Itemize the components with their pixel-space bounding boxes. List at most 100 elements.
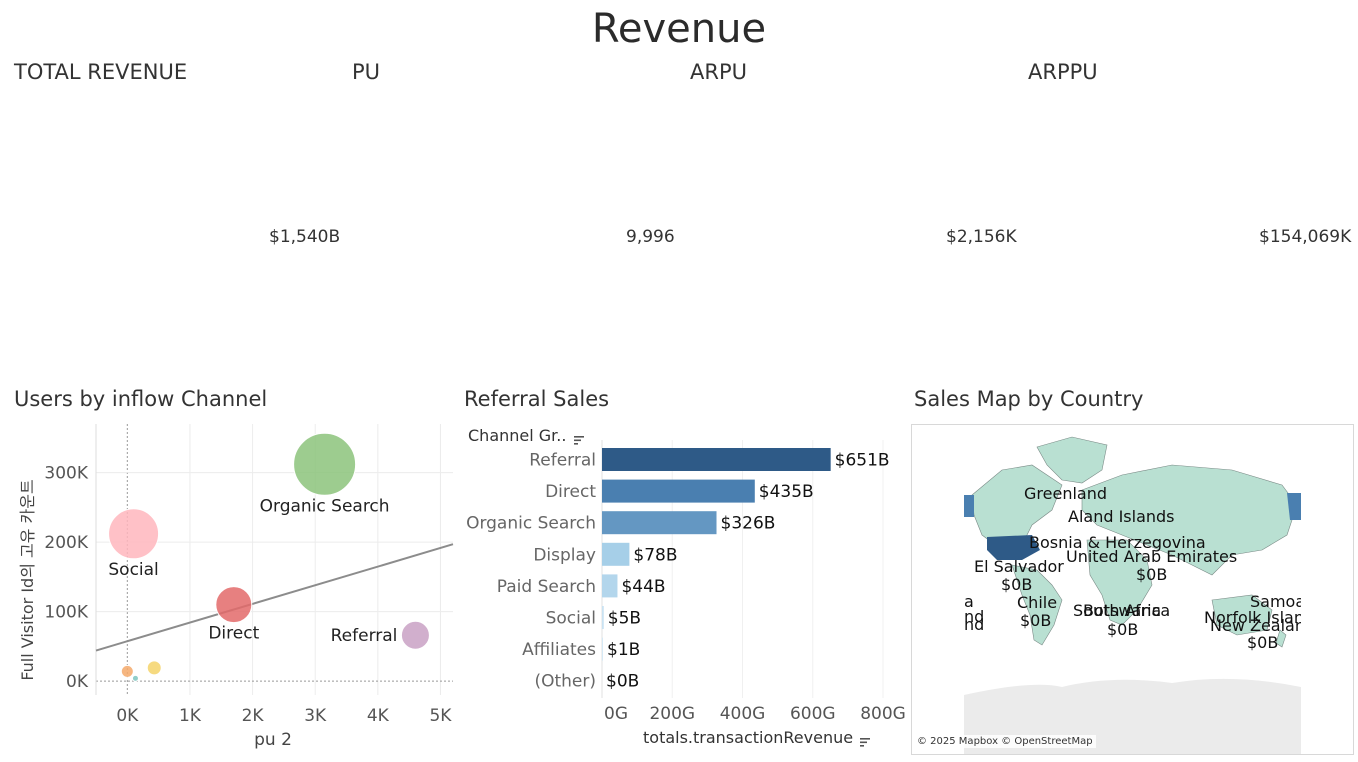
east-russia-shape[interactable] xyxy=(1287,493,1301,520)
scatter-trend-line[interactable] xyxy=(95,543,454,652)
kpi-value-total-revenue[interactable]: $1,540B xyxy=(269,227,341,247)
map-label-edge-nd-2: nd xyxy=(964,615,984,634)
scatter-point-labels: Organic Search Social Direct Referral xyxy=(108,496,397,646)
south-america-shape[interactable] xyxy=(1011,564,1063,646)
map-label-chile-value: $0B xyxy=(1020,611,1051,630)
bar-affiliates[interactable] xyxy=(602,637,603,661)
map-label-chile: Chile xyxy=(1017,593,1057,612)
bar-referral[interactable] xyxy=(602,448,831,471)
bar-category-referral: Referral xyxy=(529,451,596,471)
kpi-value-pu[interactable]: 9,996 xyxy=(626,227,675,247)
bar-value-label: $5B xyxy=(608,609,641,629)
bar-x-tick-label: 400G xyxy=(720,704,766,724)
map-label-aland: Aland Islands xyxy=(1068,507,1175,526)
sort-icon[interactable] xyxy=(573,430,584,445)
kpi-value-arppu[interactable]: $154,069K xyxy=(1259,227,1352,247)
map-label-samoa: Samoa xyxy=(1250,592,1305,611)
scatter-grid xyxy=(95,424,453,695)
dashboard-title: Revenue xyxy=(591,6,767,52)
map-label-bosnia: Bosnia & Herzegovina xyxy=(1029,533,1206,552)
scatter-x-axis-label: pu 2 xyxy=(254,730,292,750)
map-attribution[interactable]: © 2025 Mapbox © OpenStreetMap xyxy=(914,735,1096,748)
africa-shape[interactable] xyxy=(1086,539,1153,626)
bar-x-tick-label: 800G xyxy=(860,704,906,724)
bar-direct[interactable] xyxy=(602,479,755,503)
kpi-label-pu: PU xyxy=(352,60,381,84)
bar-value-label: $0B xyxy=(606,672,639,692)
bar-category-other: (Other) xyxy=(534,672,596,692)
bar-value-label: $1B xyxy=(607,640,640,660)
map-label-uae-value: $0B xyxy=(1136,565,1167,584)
new-zealand-shape[interactable] xyxy=(1275,629,1287,648)
bar-category-direct: Direct xyxy=(545,482,596,502)
scatter-points[interactable] xyxy=(108,432,430,682)
north-america-shape[interactable] xyxy=(971,464,1063,551)
bar-display[interactable] xyxy=(602,542,630,566)
map-label-south-africa: South Africa xyxy=(1073,601,1170,620)
bar-x-tick-label: 600G xyxy=(790,704,836,724)
sort-icon[interactable] xyxy=(860,732,871,747)
bar-social[interactable] xyxy=(602,606,604,629)
map-label-botswana: Botswana xyxy=(1083,601,1161,620)
map-label-el-salvador-value: $0B xyxy=(1001,575,1032,594)
scatter-point-referral[interactable] xyxy=(400,620,430,650)
map-label-el-salvador: El Salvador xyxy=(974,557,1064,576)
map-label-edge-nd-1: nd xyxy=(964,607,984,626)
scatter-label-social: Social xyxy=(108,560,158,580)
scatter-x-tick-label: 3K xyxy=(304,706,327,726)
scatter-y-ticks: 0K 100K 200K 300K xyxy=(44,464,88,692)
bar-value-label: $435B xyxy=(759,482,814,502)
bar-value-label: $651B xyxy=(835,451,890,471)
scatter-y-tick-label: 200K xyxy=(44,533,88,553)
eurasia-shape[interactable] xyxy=(1081,464,1298,576)
bar-value-label: $78B xyxy=(633,545,677,565)
bar-header[interactable]: Channel Gr.. xyxy=(468,426,584,445)
scatter-point-social[interactable] xyxy=(108,508,160,560)
australia-shape[interactable] xyxy=(1211,594,1273,636)
kpi-label-total-revenue: TOTAL REVENUE xyxy=(14,60,188,84)
scatter-x-tick-label: 4K xyxy=(367,706,390,726)
scatter-x-tick-label: 2K xyxy=(242,706,265,726)
bar-grid xyxy=(601,440,884,698)
kpi-label-arpu: ARPU xyxy=(690,60,747,84)
world-map[interactable]: Greenland Aland Islands Bosnia & Herzego… xyxy=(912,425,1353,754)
bar-category-paid-search: Paid Search xyxy=(497,577,596,597)
scatter-x-tick-label: 1K xyxy=(179,706,202,726)
usa-shape[interactable] xyxy=(987,535,1040,560)
bar-rects[interactable] xyxy=(602,448,831,661)
scatter-label-organic-search: Organic Search xyxy=(260,496,390,516)
scatter-point-other-5[interactable] xyxy=(120,664,134,678)
bar-value-label: $326B xyxy=(721,514,776,534)
bar-x-axis[interactable]: totals.transactionRevenue xyxy=(643,728,871,747)
bar-category-social: Social xyxy=(546,609,596,629)
bar-paid-search[interactable] xyxy=(602,574,618,598)
scatter-chart[interactable]: Organic Search Social Direct Referral 0K 1K 2… xyxy=(0,420,460,762)
scatter-point-other-4[interactable] xyxy=(146,660,162,676)
bar-value-label: $44B xyxy=(621,577,665,597)
map-label-edge-a: a xyxy=(964,592,974,611)
scatter-trend-group xyxy=(95,543,454,652)
bar-organic-search[interactable] xyxy=(602,511,717,535)
map-label-norfolk: Norfolk Island xyxy=(1204,608,1314,627)
greenland-shape[interactable] xyxy=(1036,436,1108,484)
scatter-point-other-6[interactable] xyxy=(131,674,139,682)
bar-x-ticks: 0G 200G 400G 600G 800G xyxy=(604,704,906,724)
map-label-new-zealand: New Zealand xyxy=(1210,616,1315,635)
scatter-point-organic-search[interactable] xyxy=(293,432,357,496)
map-label-new-zealand-value: $0B xyxy=(1247,633,1278,652)
alaska-shape[interactable] xyxy=(964,495,974,517)
scatter-label-referral: Referral xyxy=(331,626,398,646)
bar-x-tick-label: 0G xyxy=(604,704,628,724)
scatter-point-direct[interactable] xyxy=(215,586,253,624)
scatter-y-tick-label: 100K xyxy=(44,603,88,623)
bar-category-organic-search: Organic Search xyxy=(466,514,596,534)
map-label-uae: United Arab Emirates xyxy=(1066,547,1237,566)
kpi-value-arpu[interactable]: $2,156K xyxy=(946,227,1017,247)
bar-value-labels: $651B $435B $326B $78B $44B $5B $1B $0B xyxy=(606,451,890,692)
bar-x-tick-label: 200G xyxy=(649,704,695,724)
bar-category-display: Display xyxy=(533,545,596,565)
bar-category-labels: Referral Direct Organic Search Display Paid … xyxy=(466,451,596,692)
scatter-label-direct: Direct xyxy=(208,624,259,644)
sales-map[interactable]: Greenland Aland Islands Bosnia & Herzego… xyxy=(911,424,1354,755)
bar-chart[interactable]: Referral Direct Organic Search Display Paid … xyxy=(460,440,910,762)
